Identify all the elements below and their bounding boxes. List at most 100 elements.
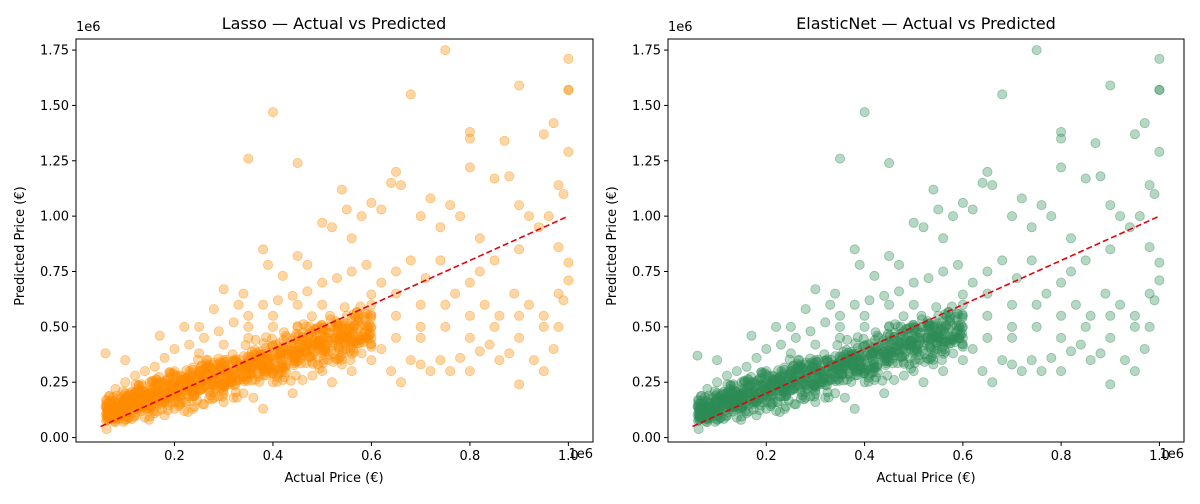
scatter-point	[150, 384, 161, 395]
scatter-point	[251, 354, 262, 365]
scatter-point	[1105, 310, 1116, 321]
scatter-point	[307, 344, 318, 355]
scatter-point	[1095, 171, 1106, 182]
scatter-point	[740, 406, 751, 417]
scatter-point	[152, 388, 163, 399]
scatter-point	[267, 368, 278, 379]
y-tick-label: 0.00	[632, 431, 661, 446]
scatter-point	[749, 381, 760, 392]
x-offset-label: 1e6	[568, 447, 593, 462]
scatter-point	[267, 363, 278, 374]
scatter-point	[296, 358, 307, 369]
scatter-point	[879, 290, 890, 301]
scatter-point	[297, 347, 308, 358]
scatter-point	[563, 53, 574, 64]
scatter-point	[926, 352, 937, 363]
scatter-point	[275, 362, 286, 373]
scatter-point	[780, 372, 791, 383]
scatter-point	[957, 310, 968, 321]
scatter-point	[336, 359, 347, 370]
scatter-point	[464, 277, 475, 288]
scatter-point	[157, 387, 168, 398]
scatter-point	[1007, 359, 1018, 370]
scatter-point	[942, 337, 953, 348]
scatter-point	[280, 360, 291, 371]
scatter-point	[169, 366, 180, 377]
scatter-point	[722, 388, 733, 399]
scatter-point	[376, 343, 387, 354]
scatter-point	[151, 390, 162, 401]
scatter-point	[216, 379, 227, 390]
scatter-point	[742, 376, 753, 387]
scatter-point	[141, 390, 152, 401]
scatter-point	[376, 277, 387, 288]
scatter-point	[794, 354, 805, 365]
scatter-point	[139, 366, 150, 377]
scatter-point	[101, 401, 112, 412]
scatter-point	[356, 331, 367, 342]
scatter-point	[944, 311, 955, 322]
scatter-point	[169, 377, 180, 388]
scatter-point	[809, 380, 820, 391]
scatter-point	[207, 377, 218, 388]
scatter-point	[165, 397, 176, 408]
scatter-point	[276, 348, 287, 359]
scatter-point	[240, 362, 251, 373]
scatter-point	[788, 360, 799, 371]
scatter-point	[307, 370, 318, 381]
scatter-point	[830, 288, 841, 299]
scatter-point	[800, 392, 811, 403]
scatter-point	[278, 356, 289, 367]
scatter-point	[154, 330, 165, 341]
scatter-point	[210, 384, 221, 395]
scatter-point	[348, 346, 359, 357]
scatter-point	[951, 308, 962, 319]
scatter-point	[908, 217, 919, 228]
scatter-point	[856, 357, 867, 368]
scatter-point	[259, 362, 270, 373]
scatter-point	[982, 310, 993, 321]
scatter-point	[832, 362, 843, 373]
scatter-point	[341, 332, 352, 343]
scatter-point	[359, 321, 370, 332]
scatter-point	[103, 403, 114, 414]
scatter-point	[201, 355, 212, 366]
scatter-point	[169, 391, 180, 402]
scatter-point	[209, 357, 220, 368]
scatter-point	[165, 373, 176, 384]
scatter-point	[818, 377, 829, 388]
scatter-point	[230, 354, 241, 365]
scatter-point	[119, 395, 130, 406]
scatter-point	[256, 360, 267, 371]
scatter-point	[922, 331, 933, 342]
scatter-point	[318, 354, 329, 365]
scatter-point	[116, 400, 127, 411]
scatter-point	[167, 384, 178, 395]
scatter-point	[366, 339, 377, 350]
scatter-point	[282, 349, 293, 360]
scatter-point	[788, 361, 799, 372]
scatter-point	[258, 403, 269, 414]
scatter-point	[848, 360, 859, 371]
scatter-point	[317, 299, 328, 310]
scatter-point	[871, 361, 882, 372]
scatter-point	[337, 321, 348, 332]
scatter-point	[489, 173, 500, 184]
scatter-point	[317, 366, 328, 377]
scatter-point	[850, 338, 861, 349]
scatter-point	[717, 390, 728, 401]
scatter-point	[205, 378, 216, 389]
scatter-point	[733, 390, 744, 401]
scatter-point	[936, 354, 947, 365]
scatter-point	[695, 408, 706, 419]
scatter-point	[713, 391, 724, 402]
scatter-point	[826, 368, 837, 379]
scatter-point	[721, 398, 732, 409]
scatter-point	[736, 404, 747, 415]
scatter-point	[213, 353, 224, 364]
scatter-point	[108, 392, 119, 403]
scatter-point	[800, 304, 811, 315]
scatter-point	[333, 342, 344, 353]
scatter-point	[129, 393, 140, 404]
scatter-point	[849, 244, 860, 255]
